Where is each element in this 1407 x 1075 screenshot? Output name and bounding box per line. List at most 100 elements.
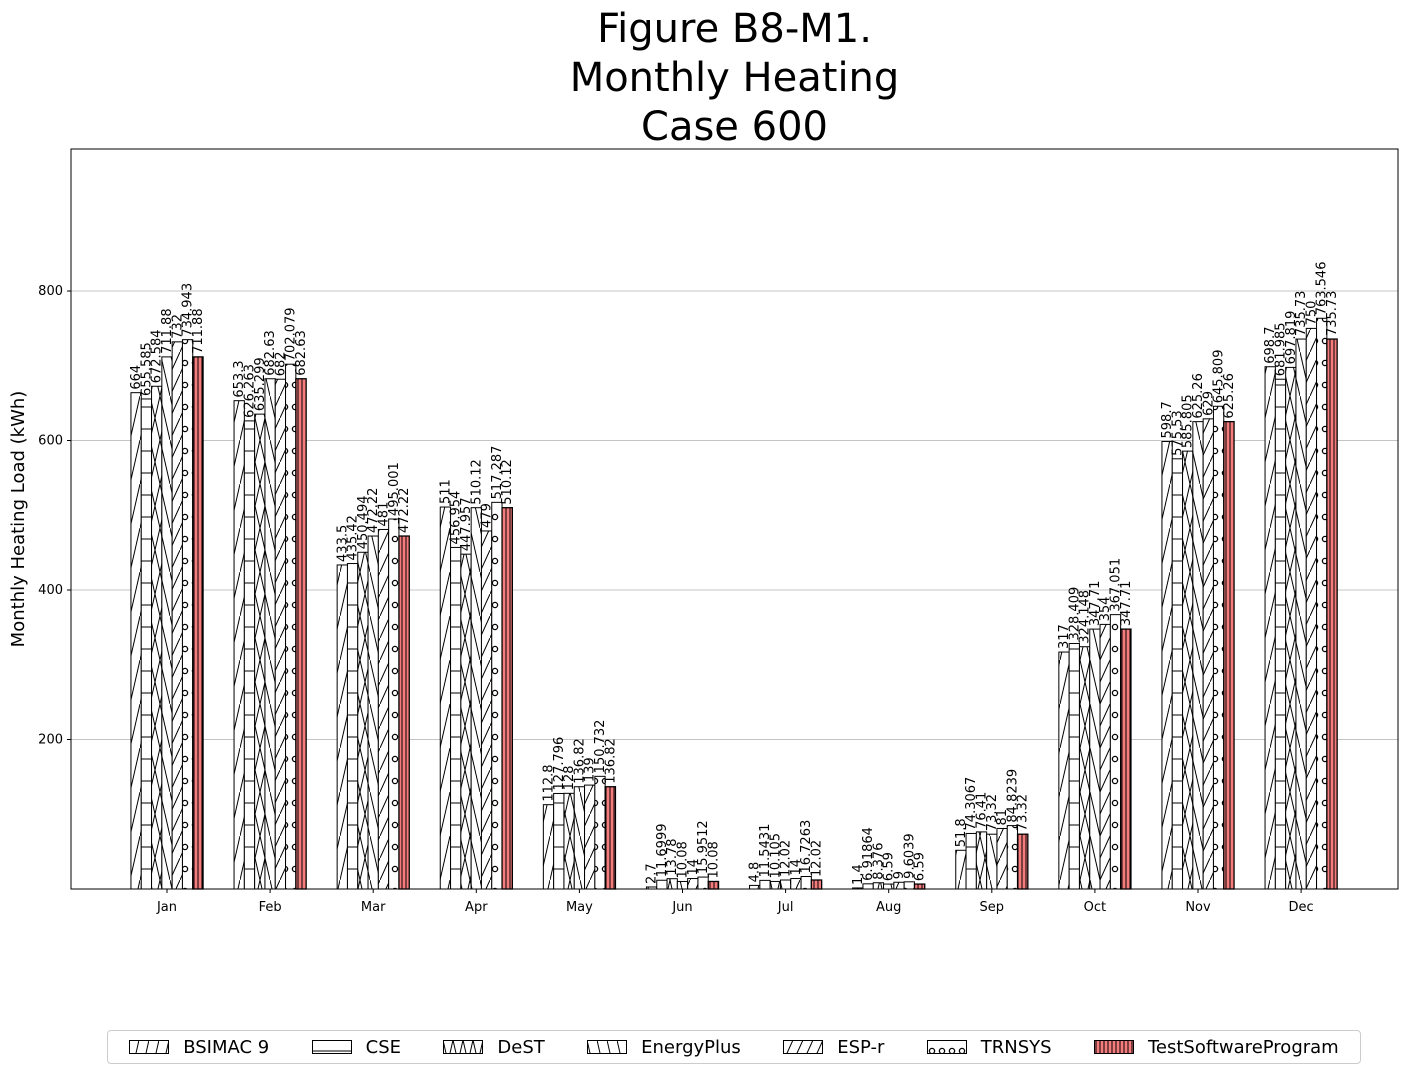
- bar-value-label: 74.3067: [964, 777, 979, 831]
- legend-swatch: [587, 1040, 628, 1054]
- bar: [1192, 421, 1204, 890]
- x-tick-label: Mar: [361, 900, 386, 915]
- bar: [800, 875, 812, 890]
- bar-value-label: 625.26: [1191, 373, 1206, 419]
- bar: [573, 786, 586, 890]
- bar-value-label: 4.8: [748, 862, 763, 883]
- bar: [810, 879, 823, 890]
- bar: [903, 881, 915, 890]
- bar-value-label: 10.08: [706, 841, 721, 878]
- legend: BSIMAC 9 CSE DeST EnergyPlus ESP-r TRNSYS Test…: [107, 1030, 1361, 1064]
- legend-label: ESP-r: [837, 1036, 885, 1058]
- bar-value-label: 585.805: [1181, 394, 1196, 448]
- bar-value-label: 354: [1098, 597, 1113, 622]
- legend-swatch: [311, 1040, 352, 1054]
- bar-value-label: 433.5: [335, 525, 350, 562]
- bar: [398, 535, 410, 890]
- bar: [1212, 405, 1225, 890]
- legend-swatch: [783, 1040, 824, 1054]
- bar-value-label: 575.53: [1170, 410, 1185, 456]
- bar-value-label: 12.02: [779, 840, 794, 877]
- bar-value-label: 10.08: [676, 841, 691, 878]
- legend-item: ESP-r: [783, 1037, 884, 1058]
- bar-value-label: 456.954: [449, 491, 464, 545]
- bar-value-label: 625.26: [1222, 373, 1237, 419]
- bar: [893, 881, 905, 890]
- bar-value-label: 510.12: [469, 459, 484, 505]
- bar: [295, 378, 307, 890]
- bar: [1006, 825, 1019, 890]
- bar-value-label: 15.9512: [696, 820, 711, 874]
- x-tick-label: Aug: [876, 900, 901, 915]
- bar: [1264, 366, 1276, 890]
- bar-value-label: 136.82: [572, 738, 587, 784]
- bar-value-label: 10.105: [768, 833, 783, 879]
- bar-value-label: 12.02: [810, 840, 825, 877]
- bar: [439, 506, 452, 890]
- bar-value-label: 735.73: [1294, 291, 1309, 337]
- axes: 200 400 600 800 Jan Feb Mar Apr May Jun Jul Aug Sep O…: [38, 284, 1314, 915]
- chart-title-line-3: Case 600: [641, 104, 828, 150]
- bar-value-label: 682.63: [294, 330, 309, 376]
- bar: [1305, 327, 1318, 890]
- x-tick-label: Dec: [1289, 900, 1314, 915]
- bar-value-label: 8.376: [871, 843, 886, 880]
- y-tick-label: 600: [38, 434, 63, 449]
- bar: [346, 563, 359, 890]
- bar: [1068, 643, 1080, 890]
- bar: [367, 535, 379, 890]
- bar: [604, 786, 617, 890]
- bar: [749, 884, 761, 890]
- bar-value-label: 1.4: [851, 864, 866, 885]
- bar-value-label: 73.32: [1016, 794, 1031, 831]
- chart-title-line-2: Monthly Heating: [569, 55, 900, 101]
- bar: [140, 398, 153, 890]
- bar: [707, 880, 720, 890]
- bar-value-label: 11.6999: [655, 823, 670, 877]
- bar-value-label: 517.287: [490, 446, 505, 500]
- bar-value-label: 14: [686, 859, 701, 876]
- bar: [1120, 628, 1132, 890]
- bar: [264, 378, 276, 890]
- bar: [480, 530, 493, 890]
- legend-label: CSE: [365, 1036, 401, 1058]
- bar: [687, 878, 699, 890]
- x-tick-label: Jul: [777, 900, 794, 915]
- bar: [666, 878, 678, 890]
- x-tick-label: Feb: [259, 900, 282, 915]
- legend-item: TRNSYS: [926, 1037, 1052, 1058]
- bar-value-label: 732: [170, 314, 185, 339]
- legend-swatch: [1093, 1040, 1134, 1054]
- bar: [1326, 338, 1338, 890]
- bar-value-label: 13.78: [665, 838, 680, 875]
- x-tick-label: Sep: [980, 900, 1005, 915]
- legend-item: CSE: [311, 1036, 401, 1058]
- x-tick-label: Jun: [671, 900, 692, 915]
- legend-swatch: [926, 1040, 967, 1054]
- bar: [1109, 614, 1122, 890]
- bar-value-label: 9: [892, 871, 907, 879]
- bar-value-label: 150.732: [593, 720, 608, 774]
- bar-value-label: 347.71: [1119, 581, 1134, 627]
- bar: [594, 775, 606, 890]
- bar-value-label: 735.73: [1325, 291, 1340, 337]
- bar-value-label: 435.42: [346, 515, 361, 561]
- bar: [769, 880, 781, 890]
- bar-value-label: 139: [583, 757, 598, 782]
- bar-value-label: 626.263: [243, 364, 258, 418]
- legend-swatch: [443, 1040, 484, 1054]
- bar: [1316, 317, 1328, 890]
- bar-value-label: 81: [995, 809, 1010, 826]
- bar: [872, 882, 885, 890]
- bar: [460, 553, 472, 890]
- bar: [1078, 646, 1091, 890]
- bar: [1295, 338, 1307, 890]
- bar-value-label: 510.12: [500, 459, 515, 505]
- bar: [1171, 458, 1184, 890]
- bar-value-label: 672.584: [150, 329, 165, 383]
- bar: [243, 420, 256, 890]
- bar: [171, 341, 183, 890]
- legend-item: EnergyPlus: [587, 1037, 741, 1058]
- bar-value-label: 635.299: [253, 357, 268, 411]
- bar-value-label: 629: [1201, 391, 1216, 416]
